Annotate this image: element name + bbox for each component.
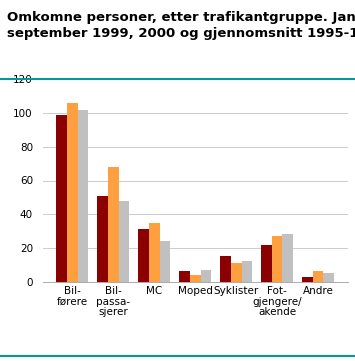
Bar bbox=[272, 236, 283, 282]
Bar bbox=[149, 223, 160, 282]
Bar bbox=[220, 256, 231, 282]
Bar bbox=[108, 167, 119, 282]
Bar bbox=[302, 277, 313, 282]
Bar bbox=[67, 103, 78, 282]
Bar bbox=[231, 263, 241, 282]
Bar bbox=[179, 271, 190, 282]
Bar bbox=[241, 261, 252, 282]
Bar bbox=[138, 229, 149, 282]
Bar bbox=[313, 271, 323, 282]
Bar bbox=[283, 234, 293, 282]
Bar bbox=[190, 275, 201, 282]
Bar bbox=[119, 201, 129, 282]
Bar bbox=[160, 241, 170, 282]
Bar bbox=[56, 115, 67, 282]
Bar bbox=[261, 244, 272, 282]
Bar bbox=[97, 196, 108, 282]
Text: Omkomne personer, etter trafikantgruppe. Januar-
september 1999, 2000 og gjennom: Omkomne personer, etter trafikantgruppe.… bbox=[7, 11, 355, 40]
Bar bbox=[323, 273, 334, 282]
Bar bbox=[78, 110, 88, 282]
Bar bbox=[201, 270, 211, 282]
